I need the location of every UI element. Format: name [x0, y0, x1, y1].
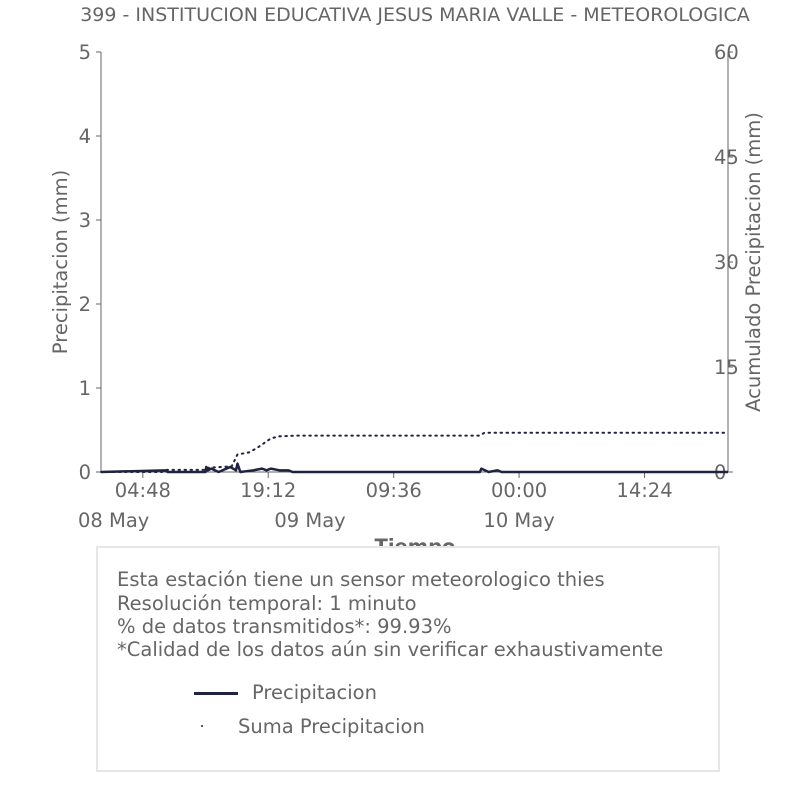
y2-axis-label: Acumulado Precipitacion (mm) [742, 112, 765, 412]
y2-tick-label: 60 [714, 41, 739, 64]
info-line-quality-note: *Calidad de los datos aún sin verificar … [117, 638, 664, 661]
chart-title: 399 - INSTITUCION EDUCATIVA JESUS MARIA … [80, 4, 750, 26]
info-line-sensor: Esta estación tiene un sensor meteorolog… [117, 568, 605, 591]
info-box: Esta estación tiene un sensor meteorolog… [96, 546, 720, 772]
legend-label-suma-precipitacion: Suma Precipitacion [238, 715, 425, 738]
info-line-resolution: Resolución temporal: 1 minuto [117, 592, 417, 615]
x-axis-ticks: 04:48 19:12 09:36 00:00 14:24 08 May 09 May 10 … [78, 472, 673, 532]
y-tick-label: 1 [79, 377, 91, 400]
x-tick-label: 04:48 [115, 479, 171, 502]
series-layer [100, 431, 729, 474]
y2-tick-label: 45 [714, 146, 739, 169]
y-tick-label: 4 [79, 125, 91, 148]
y-tick-label: 2 [79, 293, 91, 316]
y-axis-label: Precipitacion (mm) [49, 170, 72, 354]
x-tick-label: 00:00 [491, 479, 547, 502]
series-suma-precipitacion [100, 431, 729, 473]
x-date-label: 09 May [274, 509, 345, 532]
x-tick-label: 09:36 [366, 479, 422, 502]
legend-line-swatch [194, 692, 238, 695]
y-axis-ticks: 0 1 2 3 4 5 [79, 41, 101, 484]
legend-dot-swatch [201, 725, 203, 727]
x-tick-label: 19:12 [240, 479, 296, 502]
y2-tick-label: 30 [714, 251, 739, 274]
y2-tick-label: 15 [714, 356, 739, 379]
series-precipitacion [100, 462, 728, 474]
x-date-label: 10 May [483, 509, 554, 532]
x-date-label: 08 May [78, 509, 149, 532]
info-line-transmitted: % de datos transmitidos*: 99.93% [117, 615, 452, 638]
y-tick-label: 3 [79, 209, 91, 232]
legend-label-precipitacion: Precipitacion [252, 681, 377, 704]
chart: 399 - INSTITUCION EDUCATIVA JESUS MARIA … [49, 4, 765, 558]
x-tick-label: 14:24 [616, 479, 672, 502]
axes [100, 52, 729, 473]
y-tick-label: 5 [79, 41, 91, 64]
y-tick-label: 0 [79, 461, 91, 484]
